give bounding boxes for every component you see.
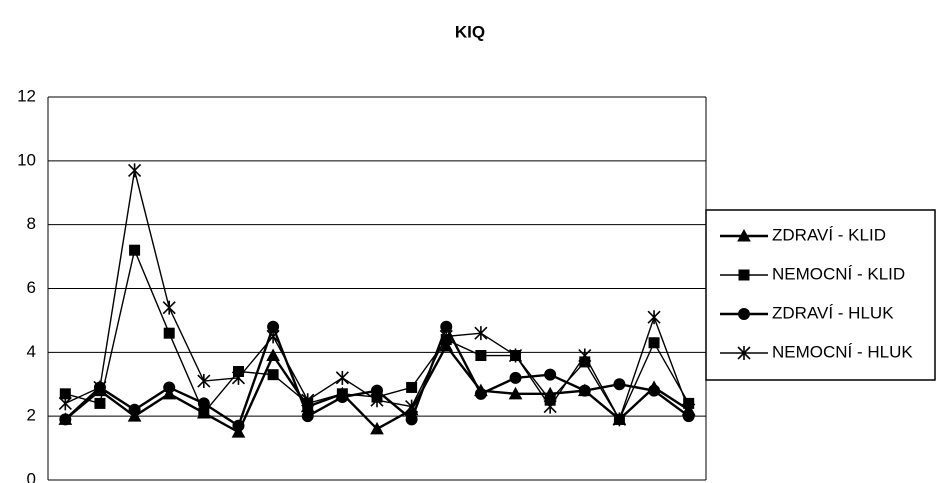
marker <box>301 393 315 408</box>
marker <box>682 402 696 417</box>
marker <box>509 371 522 384</box>
legend-marker <box>738 269 750 281</box>
marker <box>475 350 487 362</box>
marker <box>197 374 211 389</box>
marker <box>301 410 314 423</box>
marker <box>612 412 626 427</box>
marker <box>266 348 280 362</box>
marker <box>405 413 418 426</box>
legend-label: NEMOCNÍ - HLUK <box>772 342 913 361</box>
marker <box>197 397 210 410</box>
legend-marker <box>737 346 751 360</box>
marker <box>544 368 557 381</box>
marker <box>439 338 454 352</box>
marker <box>370 393 384 408</box>
marker <box>59 413 72 426</box>
marker <box>474 387 487 400</box>
marker <box>128 403 141 416</box>
marker <box>647 310 661 325</box>
marker <box>543 399 557 414</box>
marker <box>128 163 142 178</box>
y-tick-label: 10 <box>17 150 36 169</box>
marker <box>231 370 246 385</box>
legend-marker <box>737 228 751 242</box>
legend-marker <box>738 308 750 320</box>
y-tick-label: 2 <box>27 406 36 425</box>
legend-label: NEMOCNÍ - KLID <box>772 264 905 283</box>
marker <box>406 381 418 393</box>
chart-title: KIQ <box>455 22 485 41</box>
y-tick-label: 4 <box>27 342 36 361</box>
y-tick-label: 12 <box>17 86 36 105</box>
y-tick-label: 6 <box>27 278 36 297</box>
marker <box>162 300 176 315</box>
marker <box>335 370 349 385</box>
legend-label: ZDRAVÍ - KLID <box>772 225 886 244</box>
marker <box>93 380 107 395</box>
marker <box>648 384 661 397</box>
marker <box>439 329 453 344</box>
marker <box>198 407 210 419</box>
marker <box>508 348 523 363</box>
marker <box>129 244 141 256</box>
y-tick-label: 0 <box>27 469 36 483</box>
marker <box>578 348 592 363</box>
marker <box>163 381 176 394</box>
marker <box>613 378 626 391</box>
marker <box>163 327 175 339</box>
marker <box>648 337 660 349</box>
marker <box>370 421 384 435</box>
marker <box>94 397 106 409</box>
marker <box>405 399 419 414</box>
marker <box>58 396 72 411</box>
marker <box>266 329 280 344</box>
marker <box>232 419 245 432</box>
marker <box>474 326 488 341</box>
y-tick-label: 8 <box>27 214 36 233</box>
series-line <box>65 170 690 422</box>
legend-label: ZDRAVÍ - HLUK <box>772 303 894 322</box>
marker <box>578 384 591 397</box>
series-line <box>64 323 690 428</box>
marker <box>267 369 279 381</box>
marker <box>508 386 523 400</box>
marker <box>336 391 349 404</box>
